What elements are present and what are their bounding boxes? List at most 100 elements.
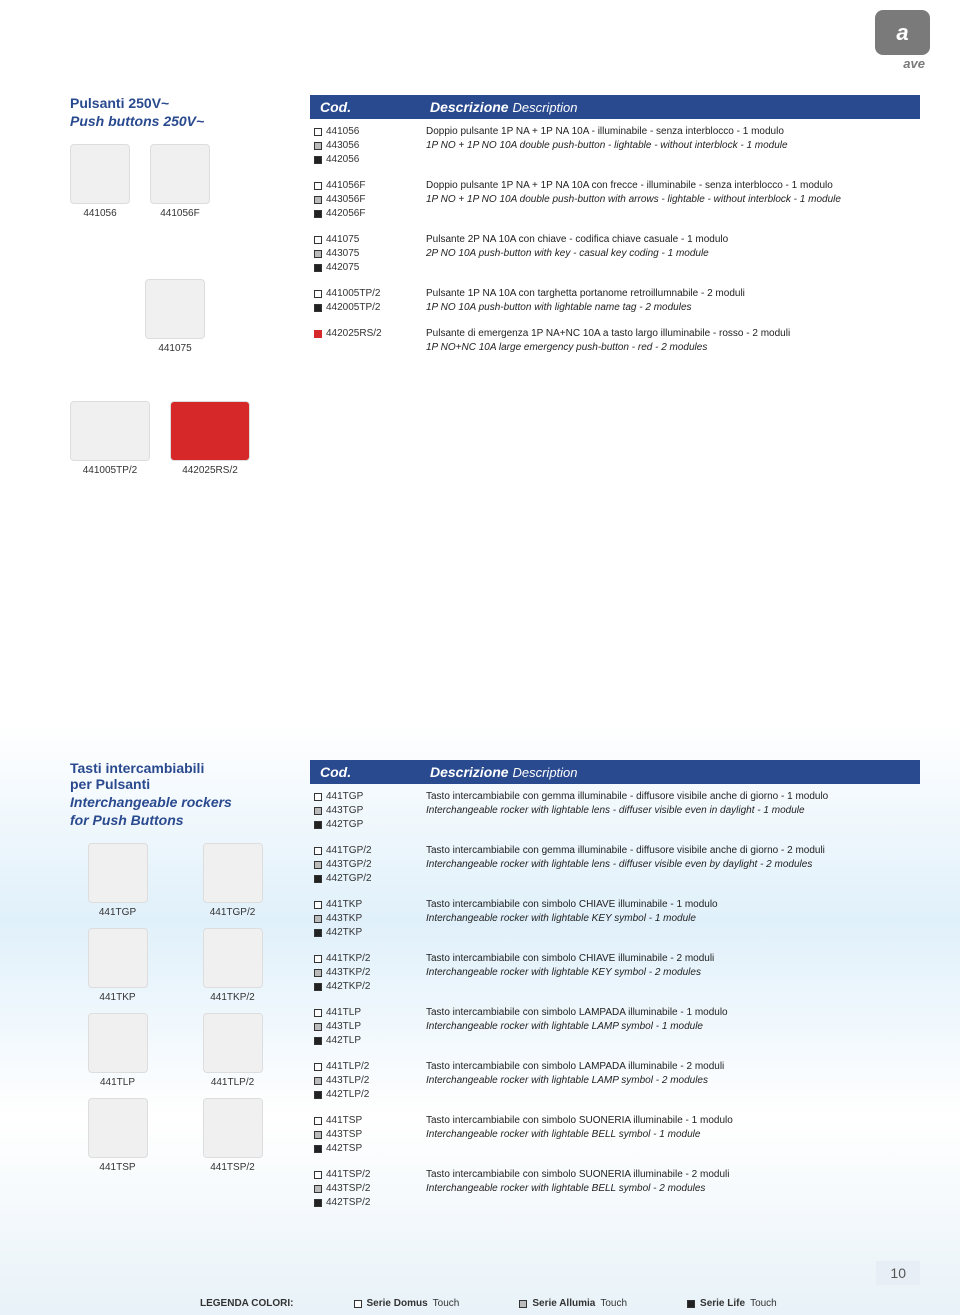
code-text: 441TLP/2	[326, 1060, 369, 1074]
color-swatch-icon	[314, 182, 322, 190]
description-en: 1P NO + 1P NO 10A double push-button - l…	[426, 139, 920, 153]
color-swatch-icon	[314, 128, 322, 136]
product-code: 441TLP	[314, 1006, 420, 1020]
description-it: Pulsante 2P NA 10A con chiave - codifica…	[426, 233, 920, 247]
color-swatch-icon	[314, 955, 322, 963]
legend-series-suffix: Touch	[750, 1298, 777, 1309]
color-swatch-icon	[314, 304, 322, 312]
product-code: 442005TP/2	[314, 301, 420, 315]
description-it: Pulsante di emergenza 1P NA+NC 10A a tas…	[426, 327, 920, 341]
code-text: 443TGP	[326, 804, 363, 818]
section2-title-en-1: Interchangeable rockers	[70, 794, 280, 810]
color-swatch-icon	[314, 290, 322, 298]
legend-item: Serie Allumia Touch	[519, 1298, 627, 1309]
product-code: 441005TP/2	[314, 287, 420, 301]
product-code: 441056F	[314, 179, 420, 193]
product-thumbnail	[70, 401, 150, 461]
code-text: 443056	[326, 139, 359, 153]
description-it: Tasto intercambiabile con gemma illumina…	[426, 790, 920, 804]
brand-name: ave	[903, 56, 925, 71]
color-swatch-icon	[314, 264, 322, 272]
product-thumbnail	[170, 401, 250, 461]
code-text: 442TKP	[326, 926, 362, 940]
table-row: 441TKP443TKP442TKPTasto intercambiabile …	[310, 892, 920, 946]
product-thumbnail	[203, 928, 263, 988]
legend-series-name: Serie Life	[700, 1298, 745, 1309]
product-thumbnail	[70, 144, 130, 204]
description-en: Interchangeable rocker with lightable BE…	[426, 1128, 920, 1142]
table-row: 441TSP/2443TSP/2442TSP/2 Tasto intercambi…	[310, 1162, 920, 1216]
product-code: 442TLP/2	[314, 1088, 420, 1102]
code-text: 442005TP/2	[326, 301, 381, 315]
description-en: Interchangeable rocker with lightable le…	[426, 804, 920, 818]
code-text: 441075	[326, 233, 359, 247]
description-it: Tasto intercambiabile con simbolo CHIAVE…	[426, 898, 920, 912]
color-swatch-icon	[314, 1023, 322, 1031]
color-swatch-icon	[314, 1037, 322, 1045]
product-thumbnail	[145, 279, 205, 339]
thumbnail-label: 441TKP/2	[210, 992, 254, 1003]
description-en: Interchangeable rocker with lightable KE…	[426, 912, 920, 926]
code-text: 441TKP	[326, 898, 362, 912]
product-code: 442TGP/2	[314, 872, 420, 886]
section1-title-it: Pulsanti 250V~	[70, 95, 280, 111]
color-swatch-icon	[314, 142, 322, 150]
code-text: 441056F	[326, 179, 365, 193]
color-swatch-icon	[314, 1091, 322, 1099]
brand-logo: a	[875, 10, 930, 55]
legend-series-name: Serie Allumia	[532, 1298, 595, 1309]
product-code: 442TKP/2	[314, 980, 420, 994]
color-swatch-icon	[314, 929, 322, 937]
color-swatch-icon	[314, 915, 322, 923]
product-thumbnail-group: 441005TP/2	[70, 401, 150, 476]
code-text: 441TKP/2	[326, 952, 370, 966]
legend-item: Serie Life Touch	[687, 1298, 777, 1309]
product-code: 443TSP/2	[314, 1182, 420, 1196]
product-thumbnail-group: 441TGP	[70, 843, 165, 918]
product-code: 441TLP/2	[314, 1060, 420, 1074]
description-it: Tasto intercambiabile con simbolo SUONER…	[426, 1168, 920, 1182]
color-swatch-icon	[314, 1131, 322, 1139]
code-text: 441TGP	[326, 790, 363, 804]
product-code: 442056F	[314, 207, 420, 221]
table-header-code: Cod.	[310, 760, 420, 784]
product-code: 442TGP	[314, 818, 420, 832]
table-row: 441075443075442075Pulsante 2P NA 10A con…	[310, 227, 920, 281]
thumbnail-label: 441TLP	[100, 1077, 135, 1088]
color-swatch-icon	[314, 1199, 322, 1207]
color-swatch-icon	[314, 807, 322, 815]
section2-title-it-2: per Pulsanti	[70, 776, 280, 792]
description-en: 1P NO + 1P NO 10A double push-button wit…	[426, 193, 920, 207]
table-row: 441TGP/2443TGP/2442TGP/2 Tasto intercambi…	[310, 838, 920, 892]
product-thumbnail-group: 441TLP/2	[185, 1013, 280, 1088]
color-swatch-icon	[314, 793, 322, 801]
legend-series-suffix: Touch	[600, 1298, 627, 1309]
color-swatch-icon	[314, 969, 322, 977]
table-row: 441TLP/2443TLP/2442TLP/2Tasto intercambi…	[310, 1054, 920, 1108]
legend-series-name: Serie Domus	[367, 1298, 428, 1309]
code-text: 441005TP/2	[326, 287, 381, 301]
code-text: 441056	[326, 125, 359, 139]
color-swatch-icon	[314, 250, 322, 258]
description-it: Tasto intercambiabile con gemma illumina…	[426, 844, 920, 858]
product-code: 443TGP	[314, 804, 420, 818]
product-code: 442056	[314, 153, 420, 167]
product-code: 441TGP/2	[314, 844, 420, 858]
product-thumbnail	[203, 843, 263, 903]
table-row: 441TKP/2443TKP/2442TKP/2Tasto intercambi…	[310, 946, 920, 1000]
code-text: 443TGP/2	[326, 858, 372, 872]
product-code: 441056	[314, 125, 420, 139]
color-swatch-icon	[314, 156, 322, 164]
code-text: 442TSP/2	[326, 1196, 370, 1210]
product-code: 443TSP	[314, 1128, 420, 1142]
code-text: 441TSP/2	[326, 1168, 370, 1182]
thumbnail-label: 441TSP	[99, 1162, 135, 1173]
product-thumbnail	[203, 1013, 263, 1073]
legend-item: Serie Domus Touch	[354, 1298, 460, 1309]
product-code: 441TSP	[314, 1114, 420, 1128]
description-it: Doppio pulsante 1P NA + 1P NA 10A - illu…	[426, 125, 920, 139]
thumbnail-label: 441TGP	[99, 907, 136, 918]
product-code: 443TLP	[314, 1020, 420, 1034]
description-it: Tasto intercambiabile con simbolo SUONER…	[426, 1114, 920, 1128]
color-swatch-icon	[314, 1117, 322, 1125]
